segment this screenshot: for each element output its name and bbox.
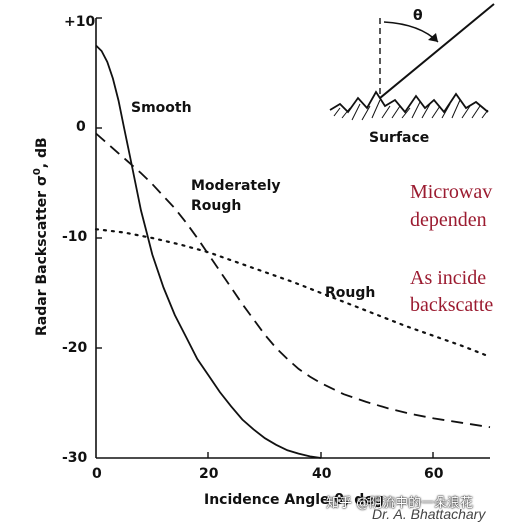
surface-inset-diagram: θ Surface	[329, 3, 495, 146]
y-tick-label-minus20: -20	[62, 340, 88, 356]
label-moderately-rough: Rough	[191, 198, 241, 214]
series-moderately-rough-line	[95, 132, 491, 429]
x-ticks	[207, 452, 434, 458]
y-tick-label-0: 0	[76, 119, 86, 135]
side-note-line2: dependen	[410, 209, 487, 231]
x-tick-label-20: 20	[199, 466, 219, 482]
y-ticks	[96, 17, 102, 349]
side-note-line4: backscatte	[410, 294, 494, 316]
author-credit: Dr. A. Bhattachary	[372, 506, 486, 522]
series-smooth-line	[95, 44, 322, 459]
y-tick-label-minus30: -30	[62, 450, 88, 466]
x-tick-label-60: 60	[424, 466, 444, 482]
y-tick-label-minus10: -10	[62, 229, 88, 245]
x-axis-title: Incidence Angle θ, deg	[204, 492, 384, 508]
y-tick-label-plus10: +10	[64, 14, 95, 30]
label-smooth: Smooth	[131, 100, 192, 116]
incident-ray-line	[379, 3, 495, 99]
rough-surface-line	[329, 90, 489, 114]
theta-arrowhead	[428, 33, 438, 42]
y-axis-title: Radar Backscatter σ0, dB	[32, 137, 50, 336]
x-tick-label-0: 0	[92, 466, 102, 482]
side-note-line3: As incide	[410, 267, 487, 289]
theta-label: θ	[413, 8, 423, 24]
x-tick-label-40: 40	[312, 466, 332, 482]
label-moderately: Moderately	[191, 178, 281, 194]
y-axis-title-superscript: 0	[32, 168, 43, 175]
surface-hatching	[333, 99, 489, 121]
label-rough: Rough	[325, 285, 375, 301]
side-note-line1: Microwav	[410, 181, 493, 203]
watermark-text: 知乎 @阴流中的一朵浪花	[326, 496, 474, 511]
surface-label: Surface	[369, 130, 429, 146]
series-rough-line	[94, 228, 492, 358]
